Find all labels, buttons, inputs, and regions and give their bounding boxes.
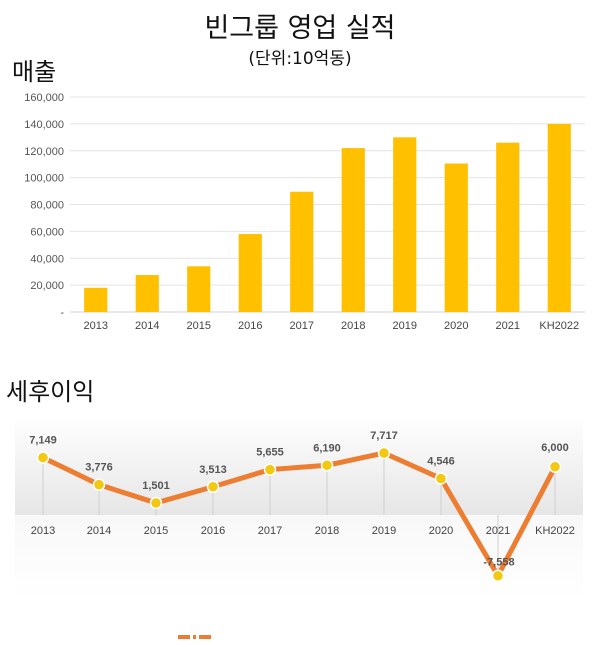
x-tick-label: 2018 — [315, 525, 339, 537]
y-tick-label: 120,000 — [24, 146, 64, 158]
data-label: 5,655 — [256, 447, 284, 459]
profit-point — [92, 478, 106, 491]
x-tick-label: KH2022 — [539, 320, 579, 332]
profit-point — [263, 463, 277, 476]
x-tick-label: 2016 — [201, 525, 225, 537]
x-tick-label: 2016 — [238, 320, 262, 332]
y-tick-label: 60,000 — [30, 226, 64, 238]
data-label: 7,149 — [29, 435, 57, 447]
x-tick-label: 2015 — [144, 525, 168, 537]
revenue-bar — [84, 287, 108, 312]
data-label: 6,190 — [313, 442, 341, 454]
x-tick-label: 2021 — [496, 320, 520, 332]
data-label: 1,501 — [142, 480, 170, 492]
y-tick-label: - — [60, 307, 64, 319]
y-tick-label: 40,000 — [30, 253, 64, 265]
data-label: 6,000 — [541, 442, 569, 454]
revenue-bar — [393, 137, 417, 312]
data-label: 3,513 — [199, 464, 227, 476]
x-tick-label: 2017 — [258, 525, 282, 537]
x-tick-label: 2019 — [393, 320, 417, 332]
y-tick-label: 20,000 — [30, 280, 64, 292]
data-label: -7,558 — [483, 557, 514, 569]
y-tick-label: 80,000 — [30, 200, 64, 212]
y-tick-label: 160,000 — [24, 92, 64, 104]
x-tick-label: 2013 — [31, 525, 55, 537]
profit-point — [548, 460, 562, 474]
x-tick-label: 2013 — [84, 320, 108, 332]
revenue-bar — [290, 191, 314, 312]
x-tick-label: 2018 — [341, 320, 365, 332]
revenue-bar — [341, 148, 365, 312]
x-tick-label: 2021 — [486, 525, 510, 537]
data-label: 3,776 — [85, 462, 113, 474]
profit-point — [206, 480, 220, 494]
x-tick-label: 2014 — [87, 525, 111, 537]
profit-chart-label: 세후이익 — [6, 378, 95, 406]
y-tick-label: 140,000 — [24, 119, 64, 131]
chart-subtitle: (단위:10억동) — [248, 49, 352, 69]
x-tick-label: 2020 — [444, 320, 468, 332]
profit-point — [36, 451, 50, 464]
revenue-bar-chart: - 20,000 40,000 60,000 80,000 100,000 120,000 1… — [24, 92, 585, 332]
profit-point — [320, 459, 334, 472]
profit-series-line — [40, 450, 558, 579]
x-tick-label: 2019 — [372, 525, 396, 537]
x-tick-label: 2020 — [429, 525, 453, 537]
revenue-bar — [547, 123, 571, 312]
revenue-bar — [187, 266, 211, 312]
data-label: 4,546 — [427, 455, 455, 467]
x-tick-label: 2014 — [135, 320, 159, 332]
revenue-bar — [496, 142, 520, 312]
x-tick-label: KH2022 — [535, 525, 575, 537]
y-tick-label: 100,000 — [24, 173, 64, 185]
profit-point — [149, 496, 163, 510]
revenue-bar — [135, 275, 159, 312]
x-tick-label: 2017 — [290, 320, 314, 332]
revenue-bar — [444, 163, 468, 312]
x-tick-label: 2015 — [187, 320, 211, 332]
revenue-bar — [238, 234, 262, 312]
profit-point — [377, 446, 391, 460]
legend-swatch — [178, 635, 214, 639]
chart-title: 빈그룹 영업 실적 — [204, 13, 396, 44]
profit-point — [491, 569, 505, 582]
revenue-chart-label: 매출 — [12, 58, 57, 86]
data-label: 7,717 — [370, 430, 398, 442]
profit-point — [434, 472, 448, 485]
